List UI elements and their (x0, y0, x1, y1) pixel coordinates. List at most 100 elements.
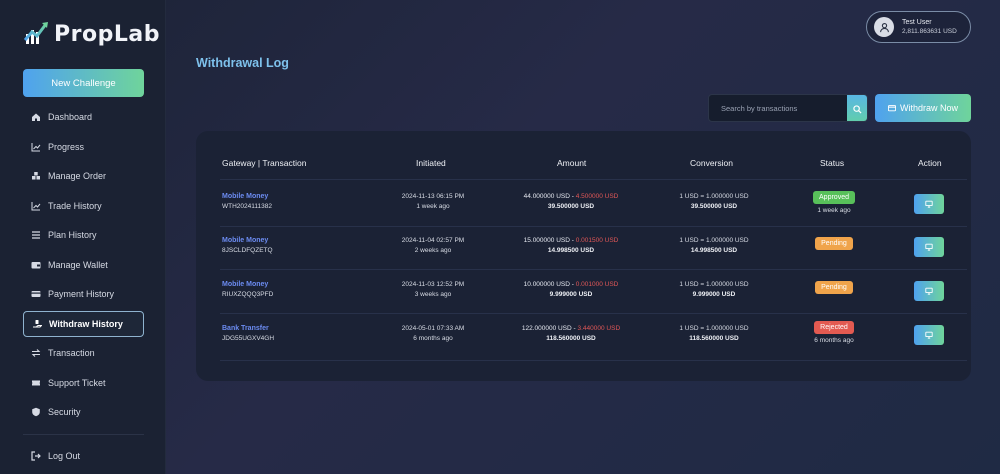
row-divider (220, 360, 967, 361)
ticket-icon (31, 378, 41, 388)
gateway-name[interactable]: Mobile Money (222, 237, 269, 244)
net-amount: 9.999000 USD (549, 291, 593, 298)
logout-button[interactable]: Log Out (23, 443, 144, 469)
charge-value: 3.440000 USD (577, 325, 621, 332)
desktop-icon (925, 287, 933, 295)
conversion-cell: 1 USD = 1.000000 USD 118.560000 USD (666, 325, 762, 342)
user-icon (879, 22, 889, 32)
initiated-cell: 2024-11-13 06:15 PM 1 week ago (381, 193, 485, 210)
sidebar-item-trade-history[interactable]: Trade History (23, 193, 144, 219)
net-amount: 39.500000 USD (547, 203, 595, 210)
sidebar-item-label: Plan History (48, 230, 97, 240)
sidebar-item-manage-wallet[interactable]: Manage Wallet (23, 252, 144, 278)
search-button[interactable] (847, 95, 867, 121)
status-badge: Pending (815, 281, 853, 294)
conversion-rate: 1 USD = 1.000000 USD (679, 193, 749, 200)
initiated-cell: 2024-11-04 02:57 PM 2 weeks ago (381, 237, 485, 254)
sidebar-item-withdraw-history[interactable]: Withdraw History (23, 310, 144, 337)
new-challenge-button[interactable]: New Challenge (23, 69, 144, 97)
conversion-rate: 1 USD = 1.000000 USD (679, 325, 749, 332)
header-action: Action (918, 158, 942, 168)
status-cell: Pending (794, 237, 874, 250)
amount-line: 122.000000 USD - 3.440000 USD (522, 325, 620, 332)
transaction-id: JDG55UGXV4GH (222, 335, 275, 342)
transaction-id: WTH2024111382 (222, 203, 272, 210)
net-amount: 14.998500 USD (547, 247, 595, 254)
sidebar-item-label: Manage Order (48, 171, 107, 181)
gateway-name[interactable]: Mobile Money (222, 193, 269, 200)
row-divider (220, 179, 967, 180)
status-ago: 1 week ago (817, 207, 851, 214)
search-input[interactable] (709, 95, 847, 121)
net-amount: 118.560000 USD (546, 335, 596, 342)
sidebar-divider (23, 434, 144, 435)
amount-value: 15.000000 USD (523, 237, 570, 244)
credit-card-icon (31, 289, 41, 299)
initiated-date: 2024-05-01 07:33 AM (401, 325, 465, 332)
initiated-cell: 2024-11-03 12:52 PM 3 weeks ago (381, 281, 485, 298)
initiated-date: 2024-11-03 12:52 PM (401, 281, 465, 288)
view-details-button[interactable] (914, 194, 944, 214)
logo-mark-icon (24, 22, 48, 44)
user-name: Test User (902, 19, 932, 26)
converted-amount: 39.500000 USD (690, 203, 738, 210)
sidebar-nav: Dashboard Progress Manage Order Trade Histo… (23, 104, 144, 429)
table-row: Mobile Money 8JSCLDFQZETQ 2024-11-04 02:57… (196, 229, 971, 273)
initiated-ago: 2 weeks ago (414, 247, 452, 254)
brand-logo[interactable]: PropLab (24, 20, 160, 48)
brand-name: PropLab (54, 21, 160, 47)
gateway-name[interactable]: Mobile Money (222, 281, 269, 288)
converted-amount: 14.998500 USD (690, 247, 738, 254)
conversion-cell: 1 USD = 1.000000 USD 39.500000 USD (666, 193, 762, 210)
sidebar-item-label: Dashboard (48, 112, 93, 122)
table-row: Mobile Money RIUXZQQQ3PFD 2024-11-03 12:52… (196, 273, 971, 317)
sidebar-item-label: Payment History (48, 289, 115, 299)
sidebar-item-dashboard[interactable]: Dashboard (23, 104, 144, 130)
status-ago: 6 months ago (814, 337, 854, 344)
conversion-cell: 1 USD = 1.000000 USD 9.999000 USD (666, 281, 762, 298)
status-cell: Pending (794, 281, 874, 294)
user-balance: 2,811.863631 USD (902, 28, 957, 35)
status-badge: Approved (813, 191, 855, 204)
logout-icon (31, 451, 41, 461)
view-details-button[interactable] (914, 237, 944, 257)
charge-value: 4.500000 USD (575, 193, 619, 200)
page-title: Withdrawal Log (196, 56, 289, 70)
desktop-icon (925, 200, 933, 208)
view-details-button[interactable] (914, 281, 944, 301)
sidebar-item-manage-order[interactable]: Manage Order (23, 163, 144, 189)
user-menu[interactable]: Test User 2,811.863631 USD (866, 11, 971, 43)
sidebar-item-plan-history[interactable]: Plan History (23, 222, 144, 248)
initiated-ago: 6 months ago (413, 335, 453, 342)
charge-value: 0.001000 USD (575, 281, 619, 288)
initiated-ago: 3 weeks ago (414, 291, 452, 298)
hand-money-icon (32, 319, 42, 329)
sidebar-item-payment-history[interactable]: Payment History (23, 281, 144, 307)
avatar (874, 17, 894, 37)
wallet-icon (31, 260, 41, 270)
table-row: Bank Transfer JDG55UGXV4GH 2024-05-01 07:3… (196, 317, 971, 361)
amount-line: 10.000000 USD - 0.001000 USD (524, 281, 619, 288)
withdraw-now-button[interactable]: Withdraw Now (875, 94, 971, 122)
sidebar-item-label: Trade History (48, 200, 102, 211)
sidebar-item-security[interactable]: Security (23, 399, 144, 425)
sidebar-item-progress[interactable]: Progress (23, 134, 144, 160)
gateway-cell: Mobile Money 8JSCLDFQZETQ (222, 237, 273, 254)
initiated-date: 2024-11-13 06:15 PM (401, 193, 465, 200)
row-divider (220, 226, 967, 227)
amount-value: 44.000000 USD (523, 193, 570, 200)
gateway-cell: Mobile Money RIUXZQQQ3PFD (222, 281, 273, 298)
sidebar-item-label: Transaction (48, 348, 95, 358)
sidebar-item-transaction[interactable]: Transaction (23, 340, 144, 366)
status-badge: Pending (815, 237, 853, 250)
gateway-name[interactable]: Bank Transfer (222, 325, 269, 332)
amount-separator: - (569, 281, 576, 288)
withdrawal-table: Gateway | Transaction Initiated Amount C… (196, 131, 971, 381)
initiated-cell: 2024-05-01 07:33 AM 6 months ago (381, 325, 485, 342)
amount-separator: - (571, 325, 578, 332)
charge-value: 0.001500 USD (575, 237, 619, 244)
desktop-icon (925, 243, 933, 251)
conversion-rate: 1 USD = 1.000000 USD (679, 281, 749, 288)
view-details-button[interactable] (914, 325, 944, 345)
sidebar-item-support-ticket[interactable]: Support Ticket (23, 370, 144, 396)
